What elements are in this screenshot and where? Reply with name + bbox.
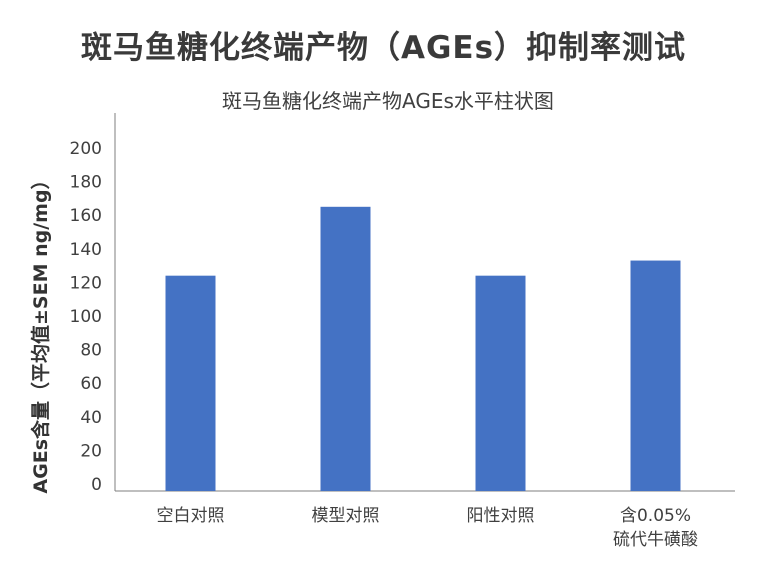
y-tick-label: 140 bbox=[70, 240, 102, 260]
y-tick-label: 200 bbox=[70, 139, 102, 159]
y-tick-label: 60 bbox=[80, 374, 102, 394]
y-tick-label: 20 bbox=[80, 441, 102, 461]
category-labels: 空白对照 模型对照 阳性对照 含0.05% 硫代牛磺酸 bbox=[157, 506, 699, 550]
y-tick-label: 180 bbox=[70, 173, 102, 193]
bars bbox=[165, 206, 681, 492]
y-tick-label: 120 bbox=[70, 273, 102, 293]
bar bbox=[630, 260, 681, 491]
bar bbox=[475, 275, 526, 491]
y-axis-label: AGEs含量（平均值±SEM ng/mg） bbox=[29, 170, 52, 493]
y-tick-label: 160 bbox=[70, 206, 102, 226]
x-category-label: 含0.05% bbox=[620, 506, 691, 526]
page-title: 斑马鱼糖化终端产物（AGEs）抑制率测试 bbox=[80, 30, 687, 66]
bar bbox=[320, 206, 371, 492]
x-category-label: 阳性对照 bbox=[467, 506, 535, 526]
bar bbox=[165, 275, 216, 491]
y-tick-label: 80 bbox=[80, 341, 102, 361]
y-tick-label: 100 bbox=[70, 307, 102, 327]
y-tick-label: 40 bbox=[80, 408, 102, 428]
chart-title: 斑马鱼糖化终端产物AGEs水平柱状图 bbox=[222, 89, 554, 113]
y-tick-labels: 0 20 40 60 80 100 120 140 160 180 200 bbox=[70, 139, 102, 495]
x-category-label: 模型对照 bbox=[312, 506, 380, 526]
x-category-label: 空白对照 bbox=[157, 506, 225, 526]
y-tick-label: 0 bbox=[91, 475, 102, 495]
x-category-label: 硫代牛磺酸 bbox=[613, 530, 698, 550]
